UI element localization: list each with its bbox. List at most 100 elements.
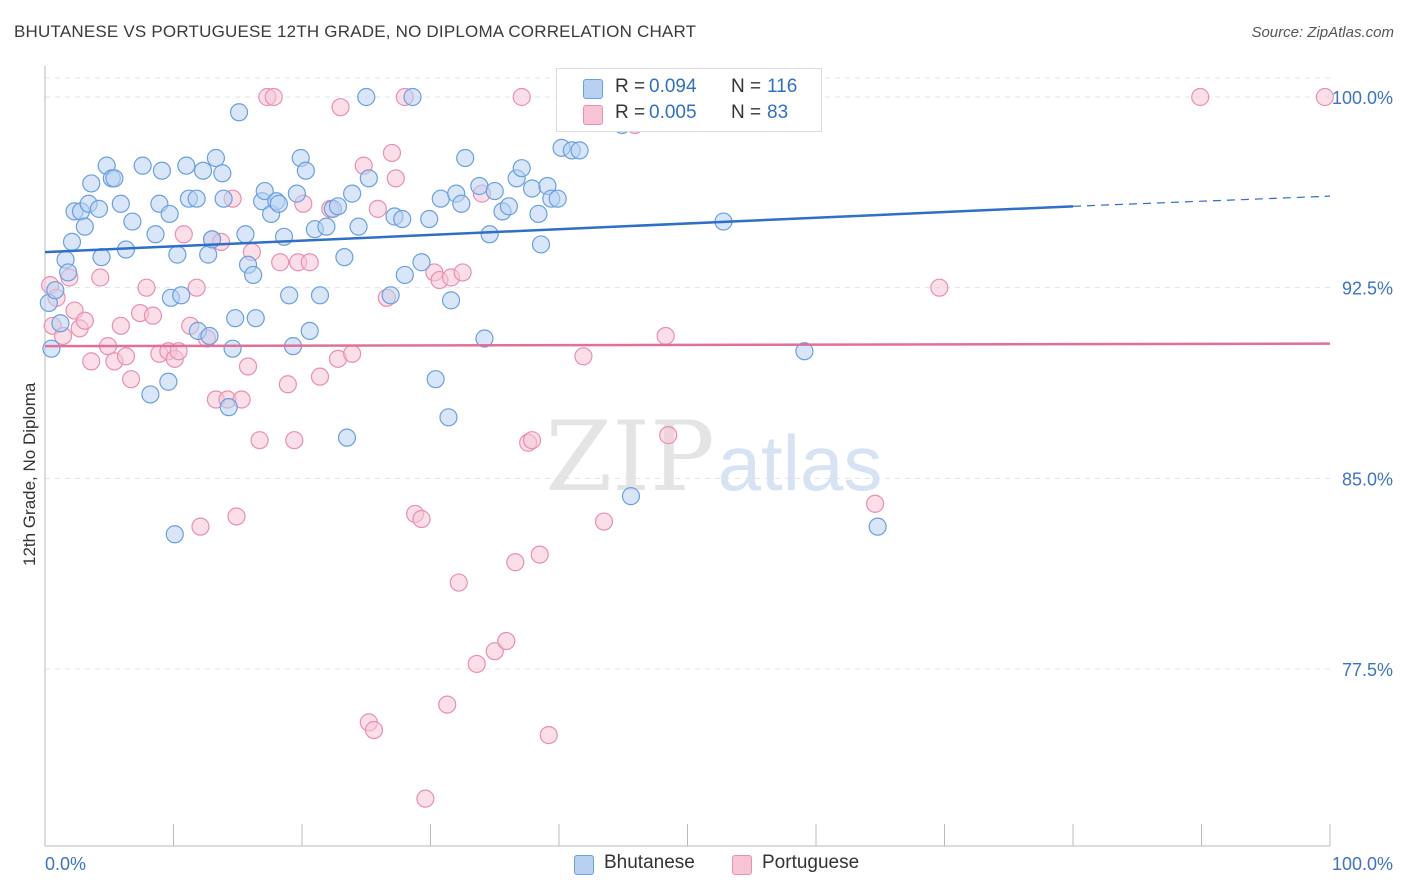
bhutanese-point xyxy=(229,103,249,122)
portuguese-point xyxy=(111,316,130,335)
axes xyxy=(44,66,1331,847)
portuguese-point xyxy=(497,631,516,651)
portuguese-point xyxy=(137,278,156,297)
portuguese-point xyxy=(343,344,362,363)
portuguese-point xyxy=(574,347,593,366)
portuguese-point xyxy=(522,431,542,450)
portuguese-trend-line xyxy=(44,342,1331,348)
portuguese-point xyxy=(271,253,290,272)
bhutanese-point xyxy=(62,232,82,252)
portuguese-point xyxy=(364,720,384,740)
bhutanese-point xyxy=(152,161,172,180)
bhutanese-point xyxy=(337,428,357,447)
watermark-atlas: atlas xyxy=(718,419,883,507)
bhutanese-point xyxy=(485,181,504,201)
y-tick-label: 77.5% xyxy=(1342,660,1393,680)
bottom-legend-label: Bhutanese xyxy=(604,852,695,873)
portuguese-point xyxy=(506,553,525,572)
bhutanese-point xyxy=(452,194,471,213)
bhutanese-point xyxy=(431,189,450,208)
legend-r-value: 0.094 xyxy=(649,76,697,97)
legend-n-value: 116 xyxy=(767,76,798,97)
bhutanese-point xyxy=(456,148,475,168)
gridlines xyxy=(45,77,1330,670)
bhutanese-point xyxy=(328,197,348,216)
portuguese-point xyxy=(539,725,558,745)
portuguese-point xyxy=(449,573,468,592)
bottom-legend-swatch-pink xyxy=(732,855,752,875)
portuguese-point xyxy=(530,545,549,564)
bhutanese-point xyxy=(475,329,494,348)
bhutanese-point xyxy=(795,342,814,361)
bhutanese-point xyxy=(42,339,61,358)
portuguese-point xyxy=(250,431,269,450)
bhutanese-point xyxy=(246,309,265,328)
legend-r-label: R = xyxy=(615,76,646,97)
bhutanese-point xyxy=(177,156,196,175)
bhutanese-point xyxy=(512,159,531,178)
bhutanese-point xyxy=(395,265,414,285)
bhutanese-point xyxy=(359,169,378,188)
bhutanese-point xyxy=(499,197,518,216)
x-tick-label: 0.0% xyxy=(45,854,86,874)
bhutanese-point xyxy=(214,189,233,208)
bhutanese-point xyxy=(213,164,232,183)
bhutanese-point xyxy=(317,217,336,236)
bhutanese-point xyxy=(412,253,431,272)
x-tick-labels: 0.0% 100.0% xyxy=(45,854,1393,874)
portuguese-point xyxy=(453,263,472,282)
portuguese-point xyxy=(467,654,486,674)
portuguese-point xyxy=(594,512,614,531)
portuguese-point xyxy=(82,352,101,371)
bhutanese-point xyxy=(357,87,376,107)
bhutanese-point xyxy=(255,181,274,201)
bhutanese-point xyxy=(531,235,551,254)
legend-row-portuguese: R = 0.005 N = 83 xyxy=(557,101,821,127)
portuguese-point xyxy=(659,426,678,445)
bhutanese-point xyxy=(159,372,178,391)
bottom-legend-swatch-blue xyxy=(574,855,594,875)
portuguese-point xyxy=(143,306,163,325)
chart-title: BHUTANESE VS PORTUGUESE 12TH GRADE, NO D… xyxy=(14,22,697,41)
bhutanese-point xyxy=(420,209,439,229)
bhutanese-point xyxy=(335,248,354,267)
bhutanese-point xyxy=(522,179,542,198)
y-tick-label: 92.5% xyxy=(1342,279,1393,299)
y-tick-label: 100.0% xyxy=(1332,88,1393,108)
portuguese-point xyxy=(300,253,319,272)
legend-row-bhutanese: R = 0.094 N = 116 xyxy=(557,75,821,101)
bhutanese-point xyxy=(349,217,368,236)
portuguese-point xyxy=(866,494,885,513)
bhutanese-point xyxy=(146,225,165,244)
bhutanese-point xyxy=(480,225,499,244)
bhutanese-point xyxy=(223,339,242,358)
portuguese-point xyxy=(416,789,435,808)
bhutanese-point xyxy=(200,326,219,346)
portuguese-point xyxy=(485,642,504,661)
bhutanese-point xyxy=(441,291,461,310)
bhutanese-trend-extension xyxy=(1072,195,1331,207)
portuguese-point xyxy=(116,347,136,366)
bhutanese-point xyxy=(59,263,78,282)
bhutanese-point xyxy=(168,245,187,264)
bhutanese-point xyxy=(300,321,319,340)
bhutanese-point xyxy=(187,189,206,208)
bhutanese-point xyxy=(206,148,226,168)
bhutanese-point xyxy=(280,286,299,305)
bhutanese-point xyxy=(287,184,306,203)
bhutanese-point xyxy=(92,248,111,267)
bhutanese-point xyxy=(381,286,400,305)
bottom-legend-label: Portuguese xyxy=(762,852,860,873)
bhutanese-point xyxy=(123,212,142,231)
bhutanese-point xyxy=(160,204,179,224)
portuguese-point xyxy=(438,695,457,714)
portuguese-point xyxy=(412,509,431,529)
portuguese-point xyxy=(174,225,193,244)
portuguese-point xyxy=(227,507,246,526)
bhutanese-point xyxy=(165,525,184,544)
bhutanese-point xyxy=(133,156,152,175)
bhutanese-point xyxy=(269,194,288,213)
portuguese-point xyxy=(930,278,949,297)
y-tick-label: 85.0% xyxy=(1342,469,1393,489)
bhutanese-point xyxy=(439,408,458,427)
